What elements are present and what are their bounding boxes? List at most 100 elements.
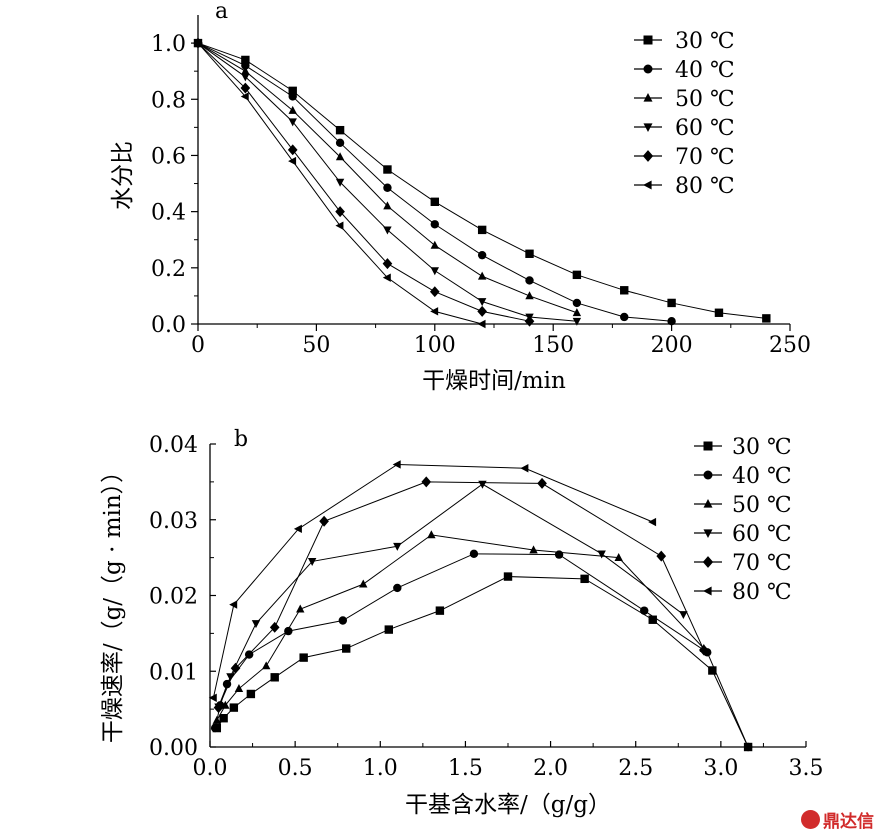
chart-b-legend-label: 30 ℃ (732, 435, 792, 460)
chart-b-series-line (216, 576, 749, 748)
chart-a-data-point (477, 271, 487, 280)
chart-a-legend-marker (643, 93, 653, 102)
chart-b-legend-label: 80 ℃ (732, 580, 792, 605)
chart-a-series-40C (193, 38, 676, 326)
chart-b-data-point (296, 604, 305, 613)
chart-a-data-point (383, 201, 392, 210)
chart-b-y-axis-label: 干燥速率/（g/（g · min）） (100, 460, 126, 743)
chart-a-data-point (714, 308, 724, 317)
chart-b-data-point (269, 621, 280, 633)
chart-a-data-point (383, 165, 392, 174)
chart-a-legend-label: 70 ℃ (675, 145, 735, 170)
chart-a-data-point (620, 286, 629, 295)
chart-b-data-point (319, 515, 329, 527)
chart-b-data-point (708, 666, 717, 675)
chart-b-data-point (597, 550, 606, 559)
chart-a-data-point (241, 61, 250, 70)
chart-b-data-point (251, 620, 261, 629)
chart-a-y-tick-label: 0.6 (151, 144, 186, 169)
chart-b-x-tick-label: 2.0 (533, 756, 568, 781)
chart-a-data-point (762, 314, 771, 323)
chart-b-x-tick-label: 0.5 (278, 756, 313, 781)
chart-b-legend-marker (703, 586, 712, 596)
chart-b-series-line (218, 483, 684, 708)
watermark-text: 鼎达信 (823, 812, 874, 832)
chart-a-x-tick-label: 100 (414, 333, 456, 358)
chart-b-data-point (213, 702, 224, 714)
chart-b-data-point (212, 715, 222, 724)
chart-b-data-point (299, 653, 308, 662)
chart-b-data-point (743, 742, 753, 752)
chart-b-data-point (698, 644, 709, 656)
chart-a-data-point (193, 38, 202, 48)
chart-a-series-line (197, 42, 530, 322)
chart-b-series-50C (212, 530, 709, 724)
chart-a-data-point (335, 178, 345, 187)
chart-b-data-point (229, 703, 239, 712)
chart-a-data-point (241, 55, 250, 65)
chart-b-series-line (216, 534, 705, 721)
chart-a-data-point (288, 86, 297, 96)
chart-b-x-tick-label: 3.5 (789, 756, 824, 781)
chart-b-x-axis-label: 干基含水率/（g/g） (405, 792, 611, 818)
chart-a-data-point (524, 315, 535, 327)
chart-a-data-point (429, 286, 440, 298)
chart-b-legend-marker (702, 556, 714, 568)
chart-a-data-point (525, 249, 534, 258)
chart-b-data-point (234, 684, 244, 693)
chart-b-y-tick-label: 0.01 (149, 660, 198, 685)
chart-a-data-point (667, 298, 676, 308)
chart-b-data-point (230, 662, 241, 674)
chart-a-data-point (430, 240, 439, 249)
chart-a-data-point (477, 250, 487, 260)
chart-a-x-tick-label: 250 (769, 333, 811, 358)
chart-a-legend-marker (643, 180, 652, 190)
chart-a-series-80C (193, 38, 486, 329)
chart-a-legend-marker (643, 123, 653, 132)
chart-b-data-point (384, 625, 393, 634)
chart-b-legend-label: 50 ℃ (732, 493, 792, 518)
chart-b-data-point (648, 615, 657, 624)
chart-a-data-point (572, 298, 582, 308)
chart-b-series-line (218, 481, 705, 708)
chart-a-data-point (525, 291, 534, 300)
chart-a-data-point (525, 276, 534, 285)
chart-b-data-point (427, 530, 436, 539)
chart-b-data-point (520, 464, 529, 473)
chart-b-x-tick-label: 0.0 (193, 756, 228, 781)
chart-a-x-axis-label: 干燥时间/min (422, 368, 566, 394)
chart-b-x-tick-label: 2.5 (618, 756, 653, 781)
chart-b-data-point (580, 574, 589, 584)
chart-a-x-tick-label: 50 (302, 333, 330, 358)
chart-b-data-point (656, 550, 667, 562)
chart-a-legend-marker (642, 150, 654, 162)
chart-b-data-point (478, 480, 487, 489)
chart-a-series-60C (193, 39, 582, 326)
chart-a-y-tick-label: 0.0 (151, 313, 186, 338)
chart-a-y-axis-label: 水分比 (110, 141, 136, 210)
chart-a-data-point (430, 197, 439, 207)
chart-b-legend-marker (703, 470, 713, 480)
chart-a-data-point (241, 73, 250, 82)
chart-b-data-point (359, 579, 368, 588)
chart-a-legend-label: 60 ℃ (675, 116, 735, 141)
chart-a-data-point (477, 298, 487, 307)
chart-b-series-80C (208, 460, 657, 702)
chart-a-series-line (197, 42, 578, 314)
chart-b-data-point (221, 700, 230, 709)
chart-a-data-point (335, 206, 345, 218)
chart-b-data-point (529, 545, 538, 554)
chart-a-series-line (197, 42, 672, 322)
chart-b-series-30C (212, 572, 753, 752)
chart-a-data-point (430, 220, 439, 229)
chart-b-y-tick-label: 0.03 (149, 509, 198, 534)
chart-b-data-point (338, 616, 348, 625)
chart-b-legend-label: 60 ℃ (732, 522, 792, 547)
chart-b-panel-label: b (234, 427, 248, 452)
chart-a-data-point (382, 258, 393, 270)
chart-a-data-point (288, 118, 297, 127)
chart-a-data-point (335, 221, 344, 230)
chart-a-legend-label: 40 ℃ (675, 58, 735, 83)
chart-b-data-point (246, 689, 256, 699)
